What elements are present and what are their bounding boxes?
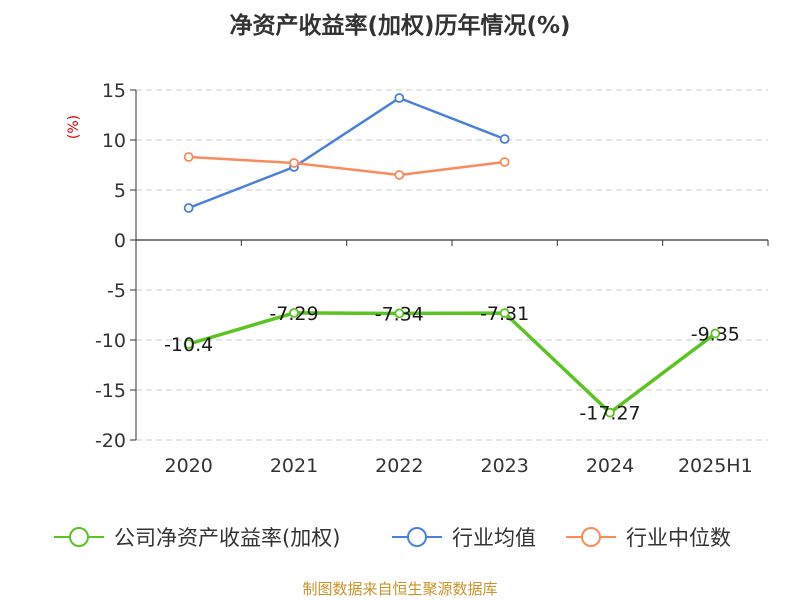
y-tick-label: 0 — [114, 230, 126, 252]
series-line-0 — [188, 311, 717, 415]
data-label: -7.34 — [375, 303, 424, 325]
y-tick-label: -20 — [95, 430, 126, 452]
legend-label: 行业中位数 — [626, 526, 731, 550]
y-tick-label: 15 — [102, 80, 126, 102]
series-line-1 — [188, 96, 506, 210]
series-lines — [183, 93, 721, 418]
x-tick-label: 2024 — [586, 455, 634, 477]
data-point — [499, 308, 510, 319]
legend-swatch-marker — [69, 527, 89, 547]
data-label: -10.4 — [164, 334, 213, 356]
data-point — [183, 339, 194, 349]
legend-item: 公司净资产收益率(加权) — [54, 526, 340, 550]
legend-swatch-marker — [407, 527, 427, 547]
data-point — [183, 203, 194, 213]
y-tick-label: -10 — [95, 330, 126, 352]
x-tick-labels: 2020 2021 2022 2023 2024 2025H1 — [164, 455, 752, 477]
data-label: -7.29 — [269, 303, 318, 325]
data-label: -7.31 — [480, 303, 529, 325]
grid-lines — [136, 89, 768, 441]
data-labels: -10.4 -7.29 -7.34 -7.31 -17.27 -9.35 — [164, 303, 740, 425]
data-label: -17.27 — [579, 403, 640, 425]
chart-title: 净资产收益率(加权)历年情况(%) — [229, 12, 570, 39]
legend-item: 行业均值 — [392, 526, 536, 550]
x-tick-label: 2025H1 — [678, 455, 753, 477]
data-point — [499, 157, 510, 167]
legend-label: 公司净资产收益率(加权) — [114, 526, 340, 550]
y-tick-labels: 15 10 5 0 -5 -10 -15 -20 — [95, 80, 126, 452]
source-note: 制图数据来自恒生聚源数据库 — [302, 580, 497, 598]
axes — [130, 89, 769, 441]
series-line-2 — [188, 155, 505, 177]
data-point — [289, 307, 299, 318]
legend-swatch-marker — [581, 527, 601, 547]
data-label: -9.35 — [691, 324, 740, 346]
data-point — [289, 158, 299, 168]
data-point — [394, 170, 405, 180]
legend: 公司净资产收益率(加权) 行业均值 行业中位数 — [54, 526, 731, 550]
y-tick-label: -5 — [107, 280, 126, 302]
x-tick-label: 2022 — [375, 455, 423, 477]
y-tick-label: 10 — [102, 130, 126, 152]
data-point — [499, 134, 510, 144]
x-tick-label: 2023 — [480, 455, 528, 477]
data-point — [394, 308, 405, 319]
data-point — [394, 93, 405, 103]
y-axis-label: (%) — [66, 115, 82, 139]
legend-label: 行业均值 — [452, 526, 536, 550]
data-point — [605, 407, 615, 418]
x-tick-label: 2020 — [164, 455, 212, 477]
data-point — [710, 328, 721, 339]
data-point — [183, 152, 194, 162]
y-tick-label: -15 — [95, 380, 126, 402]
legend-item: 行业中位数 — [566, 526, 731, 550]
x-tick-label: 2021 — [270, 455, 318, 477]
y-tick-label: 5 — [114, 180, 126, 202]
